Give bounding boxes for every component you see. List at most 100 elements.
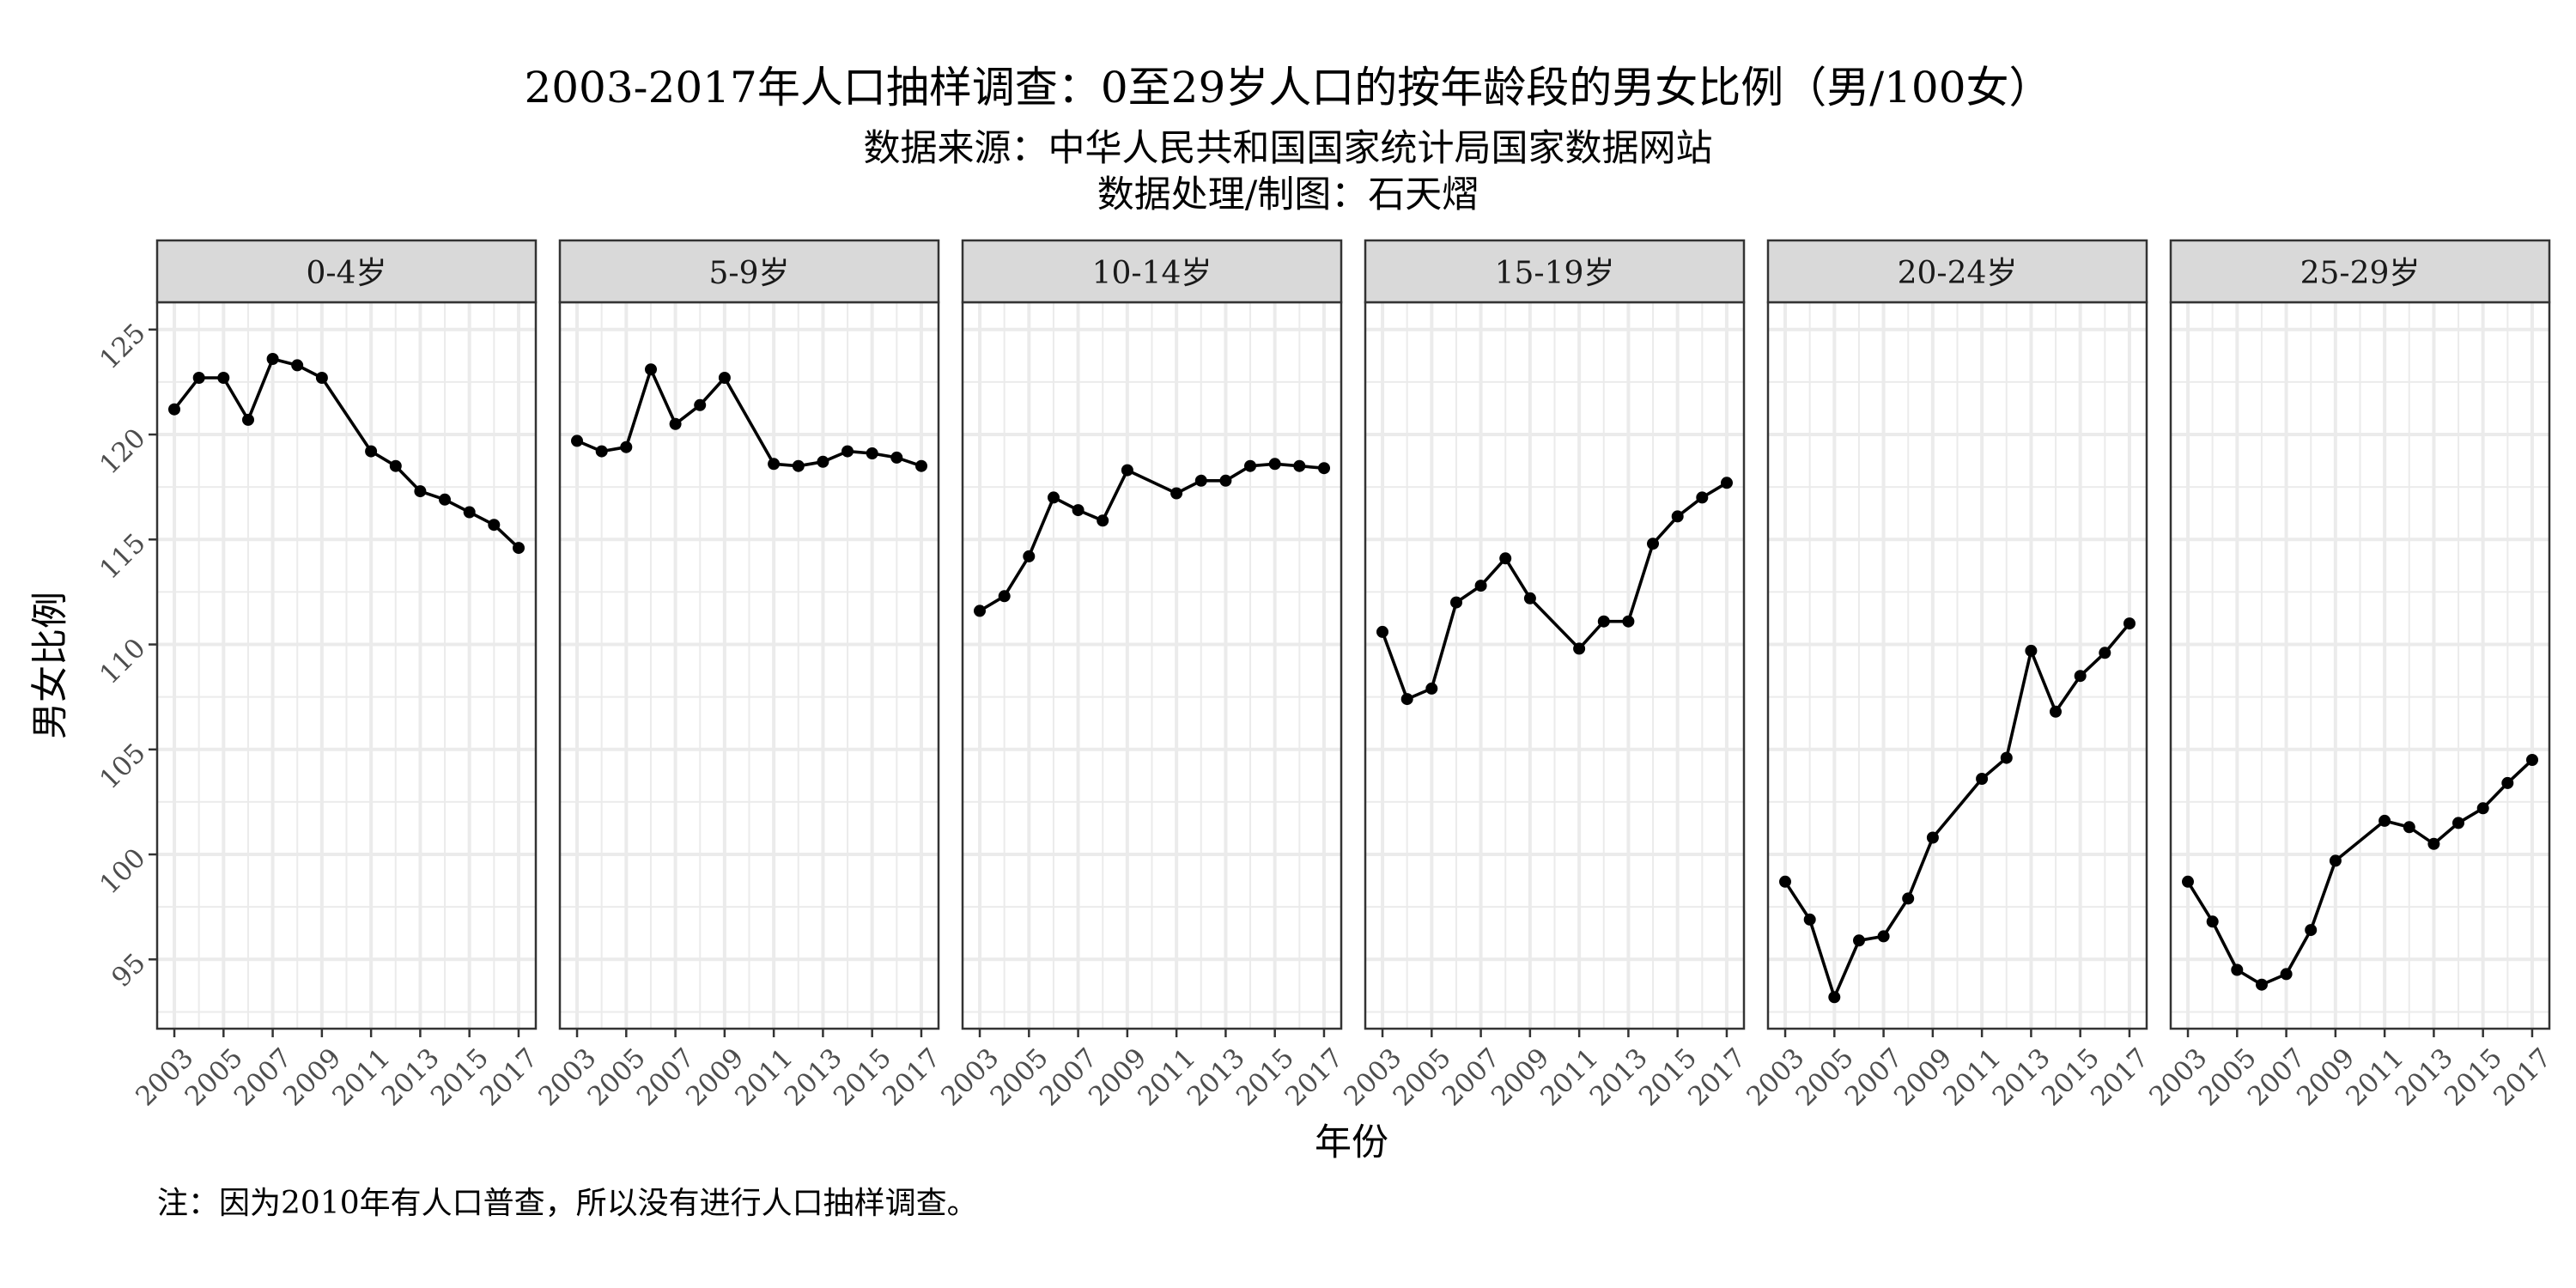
- data-point: [1219, 475, 1231, 487]
- x-tick-label: 2017: [877, 1042, 946, 1112]
- x-tick-label: 2007: [1034, 1042, 1103, 1112]
- x-tick-label: 2011: [1132, 1042, 1201, 1112]
- data-point: [1450, 597, 1462, 609]
- data-point: [2330, 854, 2342, 866]
- data-point: [1244, 460, 1256, 472]
- data-point: [1097, 514, 1109, 526]
- x-tick-label: 2009: [277, 1042, 347, 1112]
- data-point: [1696, 491, 1708, 503]
- data-point: [1573, 642, 1585, 654]
- facet-label: 10-14岁: [1092, 256, 1212, 291]
- x-tick-label: 2015: [2036, 1042, 2105, 1112]
- data-point: [217, 372, 229, 384]
- y-tick-label: 95: [106, 948, 151, 993]
- data-point: [793, 460, 805, 472]
- data-point: [670, 418, 682, 430]
- x-tick-label: 2011: [326, 1042, 396, 1112]
- x-tick-label: 2013: [1584, 1042, 1654, 1112]
- data-point: [1878, 930, 1890, 942]
- x-tick-label: 2005: [2193, 1042, 2263, 1112]
- x-tick-label: 2013: [2390, 1042, 2459, 1112]
- data-point: [1828, 991, 1840, 1003]
- data-point: [2379, 815, 2391, 827]
- x-tick-label: 2015: [828, 1042, 897, 1112]
- data-point: [316, 372, 328, 384]
- data-point: [2403, 821, 2415, 833]
- data-point: [1622, 616, 1634, 628]
- x-tick-label: 2003: [130, 1042, 199, 1112]
- data-point: [1475, 580, 1487, 592]
- data-point: [841, 446, 854, 458]
- data-point: [390, 460, 402, 472]
- data-point: [974, 605, 986, 617]
- data-point: [817, 456, 829, 468]
- facet-label: 20-24岁: [1898, 256, 2018, 291]
- data-point: [2050, 706, 2062, 718]
- y-tick-label: 125: [94, 318, 151, 375]
- x-tick-label: 2015: [425, 1042, 495, 1112]
- y-tick-label: 120: [94, 422, 151, 480]
- x-tick-label: 2007: [631, 1042, 701, 1112]
- x-tick-label: 2003: [532, 1042, 602, 1112]
- data-point: [2123, 617, 2136, 629]
- x-tick-label: 2007: [1839, 1042, 1909, 1112]
- data-point: [768, 458, 780, 470]
- data-point: [1425, 683, 1437, 695]
- x-tick-label: 2003: [2143, 1042, 2213, 1112]
- data-point: [1269, 458, 1281, 470]
- x-tick-label: 2015: [1633, 1042, 1703, 1112]
- x-tick-label: 2013: [1987, 1042, 2057, 1112]
- footnote: 注：因为2010年有人口普查，所以没有进行人口抽样调查。: [157, 1178, 978, 1223]
- x-tick-label: 2013: [1182, 1042, 1251, 1112]
- x-tick-label: 2005: [985, 1042, 1054, 1112]
- data-point: [365, 446, 377, 458]
- data-point: [2075, 670, 2087, 682]
- data-point: [414, 485, 426, 497]
- x-tick-label: 2013: [376, 1042, 446, 1112]
- data-point: [2256, 979, 2268, 991]
- x-tick-label: 2011: [1534, 1042, 1604, 1112]
- x-tick-label: 2007: [2242, 1042, 2312, 1112]
- x-tick-label: 2003: [935, 1042, 1005, 1112]
- data-point: [439, 494, 451, 506]
- x-tick-label: 2015: [1230, 1042, 1300, 1112]
- data-point: [488, 519, 500, 531]
- data-point: [1293, 460, 1305, 472]
- data-point: [999, 590, 1011, 602]
- x-tick-label: 2005: [1388, 1042, 1457, 1112]
- data-point: [2477, 802, 2489, 814]
- x-tick-label: 2009: [1485, 1042, 1555, 1112]
- data-point: [571, 434, 583, 447]
- data-point: [1023, 550, 1035, 562]
- data-point: [1927, 832, 1939, 844]
- data-point: [1195, 475, 1207, 487]
- x-tick-label: 2009: [1888, 1042, 1958, 1112]
- data-point: [2281, 968, 2293, 980]
- data-point: [1976, 773, 1988, 785]
- x-tick-label: 2009: [1083, 1042, 1152, 1112]
- data-point: [890, 452, 902, 464]
- y-axis-title: 男女比例: [29, 592, 72, 739]
- facet-label: 5-9岁: [709, 256, 790, 291]
- x-tick-label: 2009: [2291, 1042, 2360, 1112]
- data-point: [719, 372, 731, 384]
- x-tick-label: 2017: [2085, 1042, 2154, 1112]
- data-point: [2099, 647, 2111, 659]
- data-point: [1318, 462, 1330, 474]
- data-point: [291, 359, 303, 371]
- x-tick-label: 2005: [179, 1042, 249, 1112]
- y-tick-label: 100: [94, 842, 151, 900]
- data-point: [694, 399, 706, 411]
- data-point: [1853, 934, 1865, 946]
- data-point: [267, 353, 279, 365]
- x-tick-label: 2015: [2439, 1042, 2508, 1112]
- x-tick-label: 2011: [729, 1042, 799, 1112]
- data-point: [1072, 504, 1084, 516]
- data-point: [2305, 924, 2317, 936]
- data-point: [596, 446, 608, 458]
- data-point: [1048, 491, 1060, 503]
- x-axis-title: 年份: [1315, 1121, 1388, 1164]
- data-point: [1376, 626, 1388, 638]
- x-tick-label: 2017: [1682, 1042, 1752, 1112]
